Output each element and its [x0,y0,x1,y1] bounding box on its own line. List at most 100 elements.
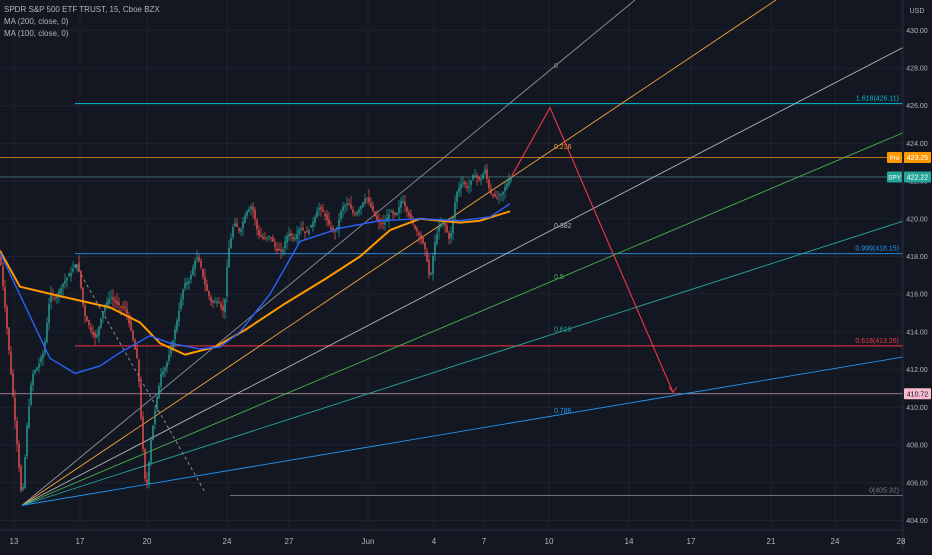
candle-body [122,306,124,308]
candle-body [290,232,292,236]
candle-body [240,229,242,232]
candle-body [78,262,80,271]
candle-body [482,174,484,179]
moving-averages [0,203,511,375]
candle-body [38,363,40,368]
candle-body [80,270,82,288]
candle-body [186,282,188,285]
candle-body [364,198,366,204]
candle-body [112,297,114,300]
candle-body [214,301,216,303]
candle-body [210,296,212,302]
candle-body [302,227,304,231]
candle-body [496,197,498,199]
legend-title[interactable]: SPDR S&P 500 ETF TRUST, 15, Cboe BZX [4,5,160,14]
fan-label: 0.382 [554,223,572,230]
candle-body [394,212,396,216]
candle-body [124,307,126,309]
candle-body [114,299,116,303]
candle-body [42,353,44,359]
candle-body [368,197,370,203]
candle-body [366,198,368,200]
candle-body [288,233,290,237]
candle-body [258,229,260,236]
candle-body [22,487,24,490]
candle-body [358,209,360,213]
candle-body [440,225,442,227]
y-tick-label: 414.00 [906,329,928,336]
candle-body [416,228,418,232]
candle-body [164,367,166,371]
candle-body [98,326,100,336]
candle-body [166,362,168,368]
x-tick-label: 24 [223,537,232,546]
candle-body [152,425,154,440]
candle-body [34,370,36,374]
y-tick-label: 416.00 [906,292,928,299]
x-tick-label: 17 [76,537,85,546]
candle-body [422,237,424,244]
candle-body [464,181,466,185]
candle-body [430,273,432,275]
candle-body [88,320,90,326]
candle-body [104,306,106,312]
y-tick-label: 408.00 [906,443,928,450]
candle-body [116,301,118,304]
candle-body [342,206,344,211]
candle-body [126,309,128,314]
x-tick-label: 17 [687,537,696,546]
candle-body [452,217,454,233]
candle-body [234,223,236,227]
candle-body [160,374,162,387]
candle-body [142,416,144,450]
currency-label: USD [910,8,925,15]
candle-body [0,254,2,266]
candle-body [388,214,390,220]
y-tick-label: 428.00 [906,65,928,72]
fib-level-label: 0(405.32) [869,488,899,495]
candle-body [244,215,246,223]
legend-ma100[interactable]: MA (100, close, 0) [4,29,69,38]
candle-body [202,268,204,277]
candle-body [74,265,76,269]
fan-label: 0.786 [554,408,572,415]
candle-body [194,260,196,270]
ma100-line [0,203,511,375]
candle-body [392,211,394,214]
fan-line [21,220,904,506]
fan-line [21,356,904,506]
candle-body [354,214,356,216]
candle-body [138,359,140,383]
candle-body [120,306,122,308]
candle-body [90,326,92,331]
candle-body [92,331,94,335]
candle-body [474,175,476,178]
candle-body [490,188,492,194]
candle-body [404,201,406,207]
legend-ma200[interactable]: MA (200, close, 0) [4,17,69,26]
x-tick-label: Jun [362,537,375,546]
projection-path[interactable] [510,106,678,394]
candle-body [332,227,334,230]
candle-body [408,211,410,217]
candle-body [286,235,288,243]
fib-fan[interactable]: 0 0.236 0.382 0.5 0.618 0.786 [21,0,904,506]
candle-body [362,202,364,207]
candle-body [446,225,448,232]
candle-body [360,205,362,210]
fan-label: 0.5 [554,274,564,281]
candle-body [36,367,38,371]
candle-body [10,351,12,374]
candle-body [94,333,96,338]
candle-body [414,225,416,229]
candle-body [184,282,186,289]
candle-body [172,340,174,350]
candle-body [316,211,318,218]
candle-body [346,203,348,205]
candle-body [204,276,206,285]
candle-body [230,238,232,249]
fib-retracement[interactable]: 1.618(426.11) 0.999(418.15) 0.618(413.26) 0… [0,96,903,497]
